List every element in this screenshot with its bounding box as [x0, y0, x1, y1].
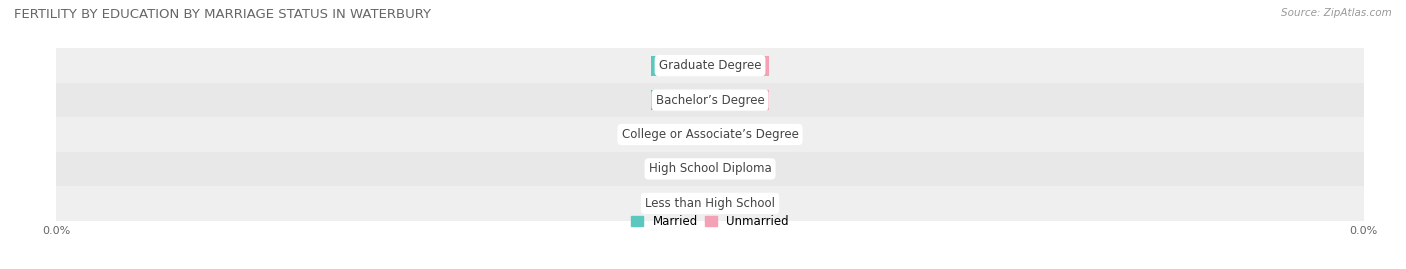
- Text: 0.0%: 0.0%: [725, 129, 754, 140]
- Text: 0.0%: 0.0%: [725, 61, 754, 71]
- Bar: [56, 117, 1364, 152]
- Text: 0.0%: 0.0%: [666, 61, 695, 71]
- Bar: [56, 83, 1364, 117]
- Text: 0.0%: 0.0%: [725, 198, 754, 208]
- Bar: [710, 125, 769, 144]
- Text: 0.0%: 0.0%: [666, 129, 695, 140]
- Text: 0.0%: 0.0%: [666, 198, 695, 208]
- Text: FERTILITY BY EDUCATION BY MARRIAGE STATUS IN WATERBURY: FERTILITY BY EDUCATION BY MARRIAGE STATU…: [14, 8, 432, 21]
- Text: 0.0%: 0.0%: [725, 95, 754, 105]
- Text: Graduate Degree: Graduate Degree: [659, 59, 761, 72]
- Bar: [710, 159, 769, 179]
- Text: Less than High School: Less than High School: [645, 197, 775, 210]
- Bar: [56, 48, 1364, 83]
- Bar: [651, 159, 710, 179]
- Text: 0.0%: 0.0%: [666, 164, 695, 174]
- Text: Bachelor’s Degree: Bachelor’s Degree: [655, 94, 765, 107]
- Text: Source: ZipAtlas.com: Source: ZipAtlas.com: [1281, 8, 1392, 18]
- Bar: [710, 193, 769, 213]
- Legend: Married, Unmarried: Married, Unmarried: [631, 215, 789, 228]
- Bar: [710, 56, 769, 76]
- Bar: [651, 90, 710, 110]
- Text: 0.0%: 0.0%: [725, 164, 754, 174]
- Bar: [710, 90, 769, 110]
- Bar: [651, 193, 710, 213]
- Bar: [56, 152, 1364, 186]
- Bar: [651, 125, 710, 144]
- Bar: [56, 186, 1364, 221]
- Text: 0.0%: 0.0%: [666, 95, 695, 105]
- Text: High School Diploma: High School Diploma: [648, 162, 772, 175]
- Bar: [651, 56, 710, 76]
- Text: College or Associate’s Degree: College or Associate’s Degree: [621, 128, 799, 141]
